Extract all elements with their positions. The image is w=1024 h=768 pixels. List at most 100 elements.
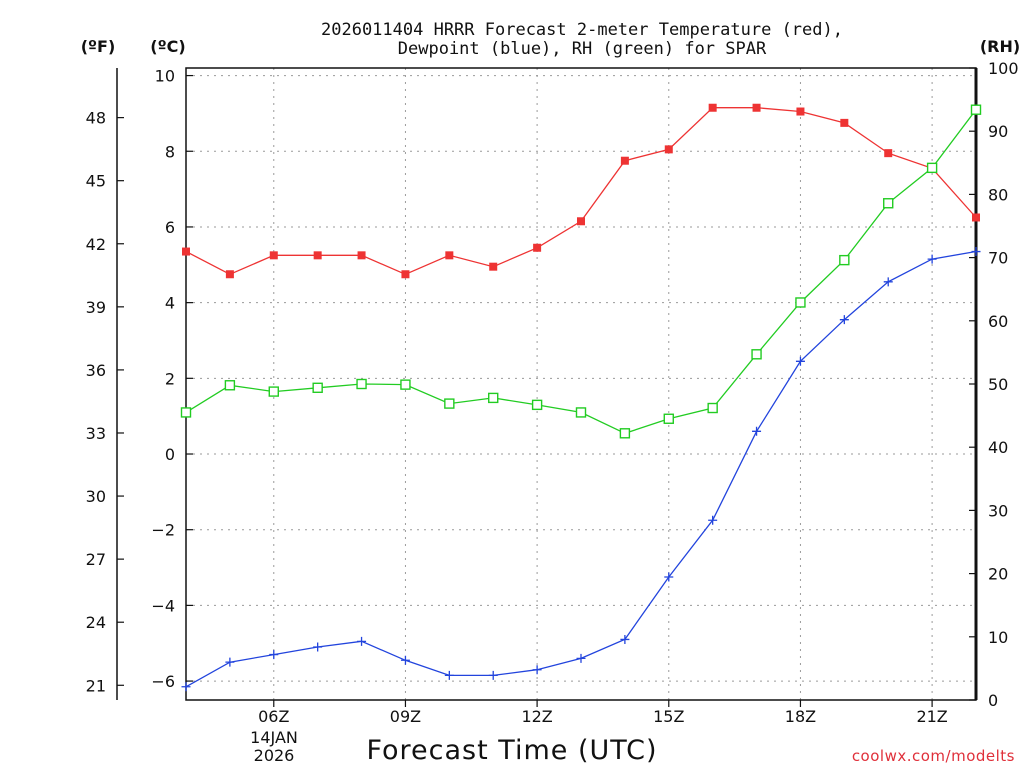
rh-point: [400, 379, 411, 390]
2-meter-temperature-point: [225, 270, 234, 279]
rh-tick-label: 30: [988, 501, 1008, 520]
rh-point: [224, 380, 236, 391]
data-series: [180, 103, 982, 692]
rh-tick-label: 40: [988, 438, 1008, 457]
fahrenheit-tick-label: 24: [86, 613, 106, 632]
rh-point: [839, 254, 850, 266]
celsius-tick-label: 4: [165, 294, 175, 313]
2-meter-temperature-point: [752, 103, 761, 112]
rh-point: [619, 428, 631, 439]
2-meter-temperature-point: [357, 251, 366, 260]
rh-tick-label: 50: [988, 375, 1008, 394]
rh-point: [531, 399, 543, 411]
celsius-tick-label: −2: [151, 521, 175, 540]
dewpoint-point: [444, 670, 454, 680]
celsius-tick-label: 2: [165, 369, 175, 388]
x-axis-label: Forecast Time (UTC): [366, 735, 657, 766]
fahrenheit-axis-label: (ºF): [81, 37, 116, 56]
rh-point: [707, 402, 718, 414]
2-meter-temperature-point: [972, 213, 980, 222]
fahrenheit-tick-label: 45: [86, 172, 106, 191]
dewpoint-point: [357, 636, 367, 646]
2-meter-temperature-point: [489, 262, 498, 271]
rh-point: [575, 407, 587, 418]
rh-axis-label: (RH): [980, 37, 1020, 56]
rh-tick-label: 100: [988, 59, 1019, 78]
rh-point: [356, 378, 367, 390]
credit-link[interactable]: coolwx.com/modelts: [852, 747, 1015, 765]
chart-title-line-1: 2026011404 HRRR Forecast 2-meter Tempera…: [321, 20, 843, 40]
2-meter-temperature-point: [182, 247, 190, 256]
2-meter-temperature-point: [577, 217, 585, 226]
rh-tick-label: 20: [988, 565, 1008, 584]
dewpoint-point: [400, 655, 410, 665]
fahrenheit-tick-label: 33: [86, 424, 106, 443]
rh-tick-label: 0: [988, 691, 998, 710]
dewpoint-point: [971, 247, 981, 257]
rh-point: [180, 407, 192, 418]
2-meter-temperature-point: [620, 156, 629, 165]
2-meter-temperature-series: [182, 103, 980, 279]
fahrenheit-tick-label: 30: [86, 487, 106, 506]
celsius-tick-label: 6: [165, 218, 175, 237]
celsius-axis-label: (ºC): [150, 37, 185, 56]
x-tick-label: 18Z: [785, 707, 816, 726]
chart-title-line-2: Dewpoint (blue), RH (green) for SPAR: [398, 39, 767, 59]
dewpoint-point: [620, 634, 630, 644]
rh-point: [444, 398, 455, 409]
2-meter-temperature-point: [840, 118, 849, 127]
rh-point: [312, 382, 323, 393]
celsius-tick-label: −6: [151, 672, 175, 691]
2-meter-temperature-point: [401, 270, 410, 279]
rh-series: [180, 104, 982, 439]
rh-point: [795, 297, 806, 308]
2-meter-temperature-point: [445, 251, 454, 260]
2-meter-temperature-point: [884, 149, 893, 158]
celsius-tick-label: 0: [165, 445, 175, 464]
fahrenheit-tick-label: 48: [86, 109, 106, 128]
fahrenheit-tick-label: 27: [86, 550, 106, 569]
2-meter-temperature-point: [313, 251, 322, 260]
rh-tick-label: 60: [988, 312, 1008, 331]
dewpoint-point: [225, 657, 235, 667]
plot-frame: [185, 67, 977, 701]
rh-tick-label: 90: [988, 122, 1008, 141]
rh-point: [970, 104, 982, 115]
fahrenheit-tick-label: 42: [86, 235, 106, 254]
rh-line: [185, 109, 977, 434]
x-tick-label: 06Z: [258, 707, 289, 726]
fahrenheit-tick-label: 39: [86, 298, 106, 317]
dewpoint-point: [532, 665, 542, 675]
dewpoint-point: [181, 682, 191, 692]
2-meter-temperature-point: [708, 103, 717, 112]
dewpoint-series: [181, 247, 981, 692]
2-meter-temperature-point: [269, 251, 278, 260]
rh-tick-label: 80: [988, 185, 1008, 204]
rh-point: [663, 413, 674, 424]
dewpoint-point: [576, 653, 586, 663]
x-tick-label: 21Z: [916, 707, 947, 726]
dewpoint-point: [839, 315, 849, 325]
celsius-tick-label: 8: [165, 142, 175, 161]
x-tick-label: 12Z: [521, 707, 552, 726]
rh-point: [926, 162, 938, 174]
rh-point: [268, 386, 279, 397]
dewpoint-point: [708, 515, 718, 525]
x-tick-label: 15Z: [653, 707, 684, 726]
celsius-tick-label: 10: [155, 67, 175, 86]
2-meter-temperature-line: [185, 107, 977, 276]
rh-tick-label: 70: [988, 249, 1008, 268]
chart-title: 2026011404 HRRR Forecast 2-meter Tempera…: [321, 20, 843, 59]
rh-point: [488, 392, 499, 404]
dewpoint-point: [795, 356, 805, 366]
dewpoint-point: [927, 254, 937, 264]
x-tick-label: 09Z: [390, 707, 421, 726]
dewpoint-point: [752, 426, 762, 436]
date-label-year: 2026: [254, 746, 295, 765]
dewpoint-point: [883, 277, 893, 287]
grid-lines: [186, 68, 976, 700]
dewpoint-point: [488, 670, 498, 680]
2-meter-temperature-point: [664, 145, 673, 154]
rh-point: [751, 349, 762, 360]
